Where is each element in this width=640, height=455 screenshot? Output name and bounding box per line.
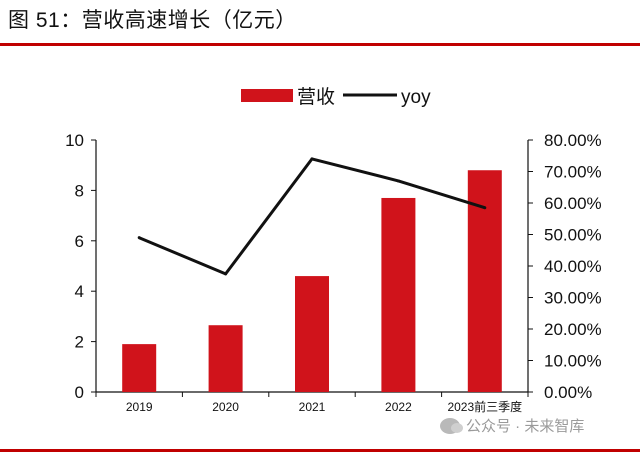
yoy-point — [483, 206, 487, 210]
right-y-tick-label: 60.00% — [544, 194, 602, 213]
x-tick-label: 2022 — [385, 400, 412, 414]
yoy-point — [224, 272, 228, 276]
left-y-tick-label: 0 — [75, 383, 84, 402]
left-y-tick-label: 4 — [75, 282, 84, 301]
left-y-tick-label: 6 — [75, 232, 84, 251]
legend-label-revenue: 营收 — [297, 86, 335, 108]
right-y-tick-label: 50.00% — [544, 226, 602, 245]
yoy-point — [137, 236, 141, 240]
right-y-tick-label: 10.00% — [544, 352, 602, 371]
watermark-text: 公众号 · 未来智库 — [466, 418, 585, 435]
x-tick-label: 2020 — [212, 400, 239, 414]
left-y-tick-label: 2 — [75, 333, 84, 352]
right-y-tick-label: 70.00% — [544, 163, 602, 182]
bottom-divider — [0, 449, 640, 452]
revenue-bar — [295, 276, 329, 392]
left-y-tick-label: 10 — [65, 131, 84, 150]
revenue-bar — [208, 325, 243, 392]
x-tick-label: 2023前三季度 — [447, 399, 522, 414]
right-y-tick-label: 80.00% — [544, 131, 602, 150]
right-y-tick-label: 20.00% — [544, 320, 602, 339]
wechat-icon — [440, 417, 463, 434]
chart-legend: 营收 yoy — [241, 86, 431, 108]
x-tick-label: 2021 — [299, 400, 326, 414]
watermark: 公众号 · 未来智库 — [440, 415, 584, 436]
yoy-line — [138, 157, 486, 276]
legend-label-yoy: yoy — [401, 87, 431, 108]
figure-title: 图 51：营收高速增长（亿元） — [8, 9, 297, 32]
legend-swatch-revenue — [241, 89, 293, 102]
right-y-tick-label: 0.00% — [544, 383, 592, 402]
right-y-tick-label: 30.00% — [544, 289, 602, 308]
left-y-tick-label: 8 — [75, 181, 84, 200]
title-divider — [0, 43, 640, 46]
revenue-bar — [122, 344, 157, 392]
x-tick-label: 2019 — [126, 400, 153, 414]
right-y-tick-label: 40.00% — [544, 257, 602, 276]
yoy-point — [310, 157, 314, 161]
revenue-bar — [381, 197, 416, 392]
yoy-point — [396, 179, 400, 183]
plot-area: 0 2 4 6 8 10 0.00% 10.00% 20.00% 30.00% 40.00% 50.0… — [65, 131, 602, 414]
